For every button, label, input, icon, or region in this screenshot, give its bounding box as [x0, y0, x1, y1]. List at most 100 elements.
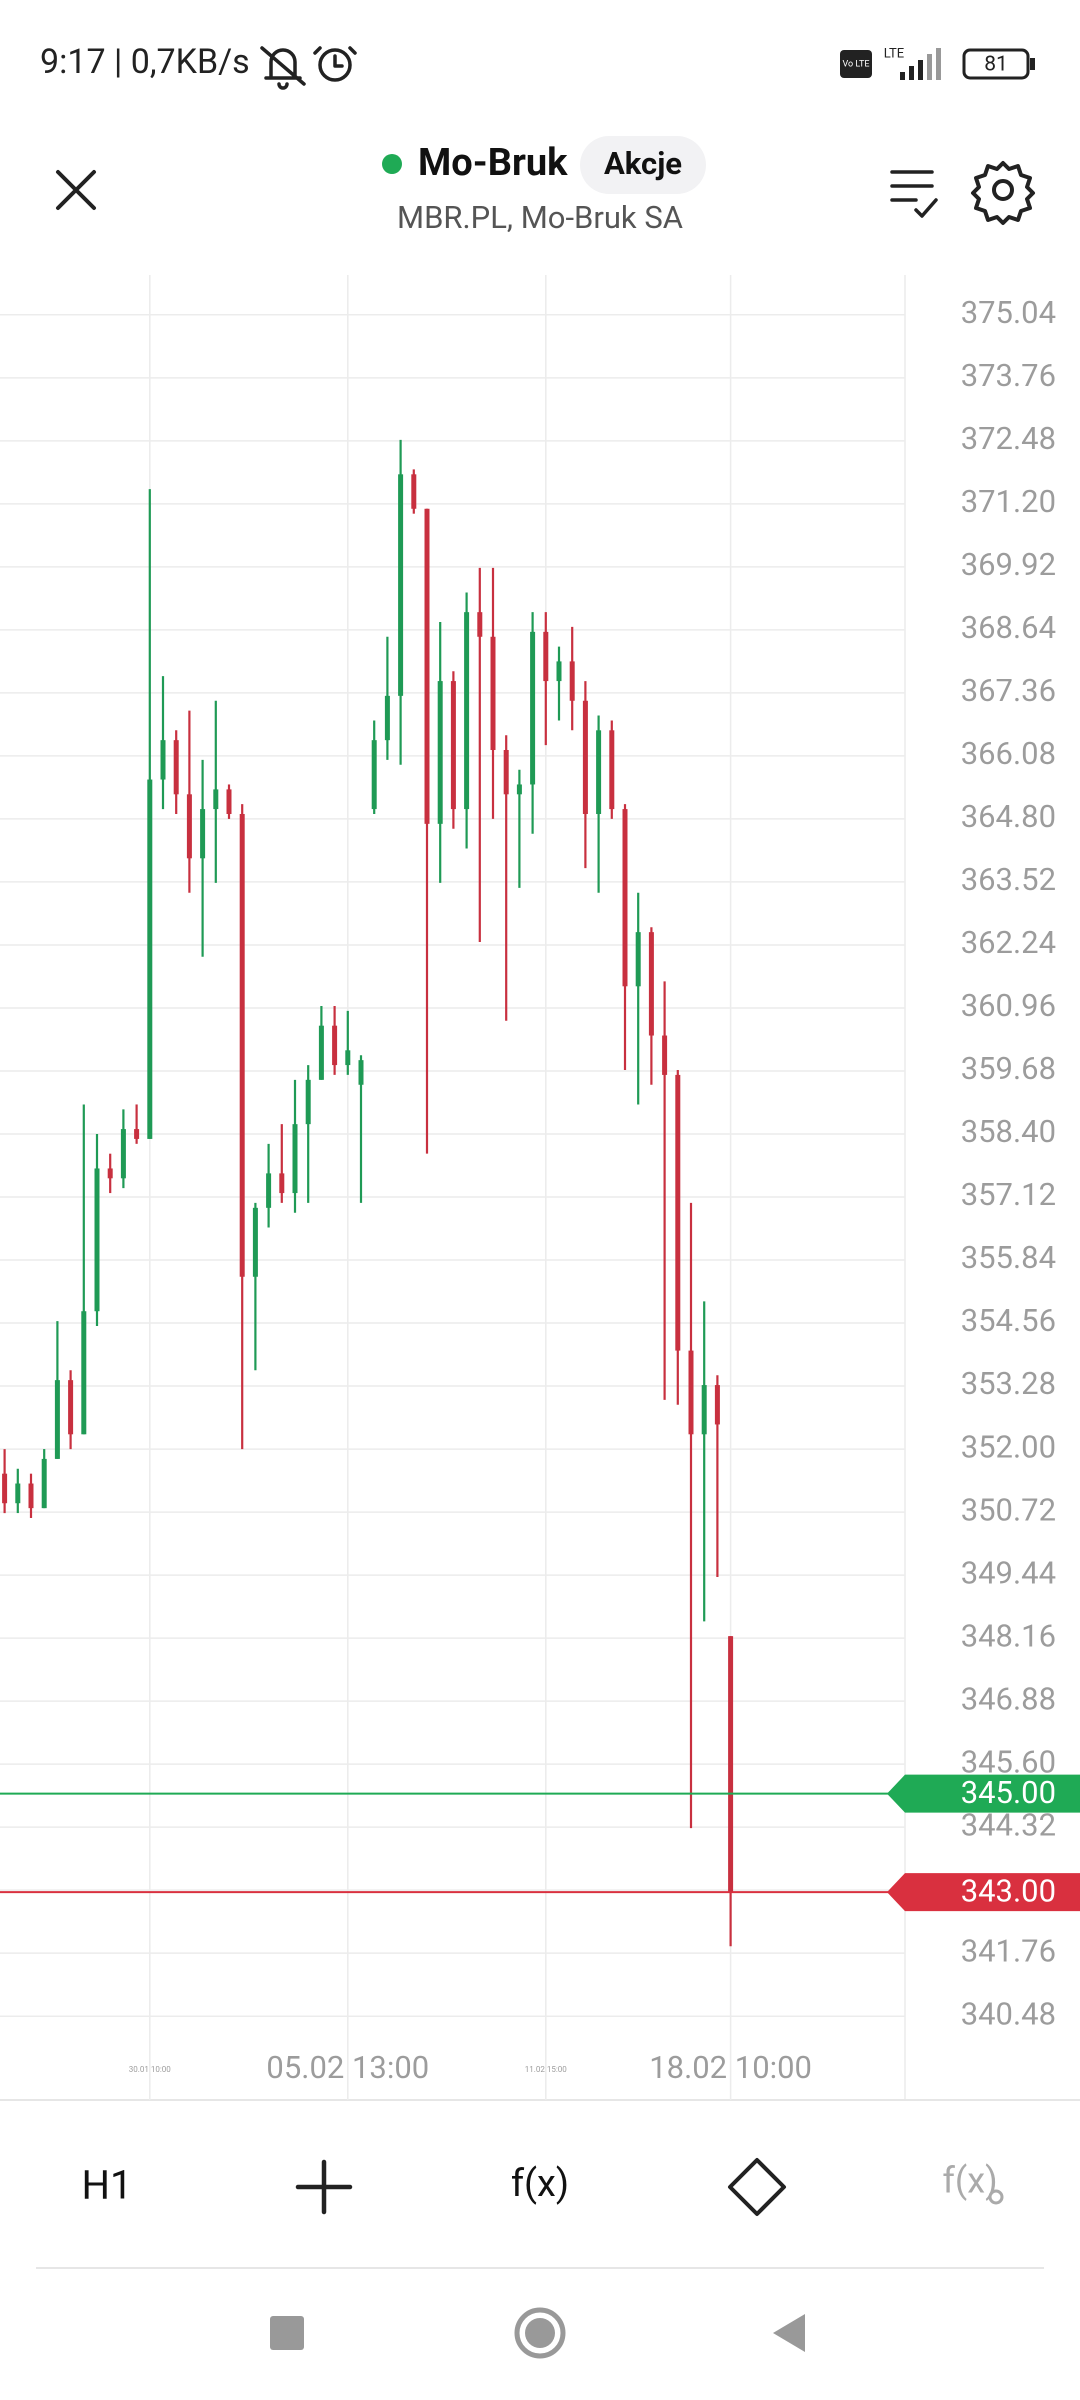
candle-body	[81, 1311, 87, 1435]
candle-body	[477, 612, 483, 637]
candle-body	[543, 631, 549, 682]
battery-icon	[962, 48, 1030, 80]
nav-home-dot	[525, 2318, 555, 2348]
list-button[interactable]	[890, 170, 938, 218]
candle-body	[582, 700, 588, 814]
instrument-title[interactable]: Mo-Bruk	[418, 141, 568, 185]
candle-body	[332, 1025, 338, 1066]
candle-body	[345, 1050, 351, 1066]
x-tick-label: 05.02 13:00	[266, 2049, 429, 2086]
y-tick-label: 340.48	[961, 1995, 1056, 2032]
candle-body	[186, 794, 192, 859]
nav-home[interactable]	[514, 2307, 566, 2359]
candle-body	[398, 474, 404, 696]
candle-body	[200, 809, 206, 859]
candle-body	[358, 1060, 364, 1085]
nav-back[interactable]	[773, 2314, 805, 2352]
y-tick-label: 364.80	[961, 798, 1056, 835]
y-tick-label: 362.24	[961, 924, 1056, 961]
candle-body	[662, 1035, 668, 1075]
candle-body	[622, 809, 628, 987]
candle-body	[213, 789, 219, 810]
price-tag	[887, 1774, 1080, 1813]
drawing-button[interactable]	[728, 2158, 786, 2216]
candle-body	[107, 1168, 113, 1179]
nav-recents[interactable]	[270, 2316, 304, 2350]
price-tag	[887, 1873, 1080, 1912]
y-tick-label: 350.72	[961, 1491, 1056, 1528]
y-tick-label: 346.88	[961, 1680, 1056, 1717]
x-tick-label: 11.02 15:00	[525, 2065, 568, 2074]
badge: Akcje	[604, 145, 682, 182]
timeframe-button[interactable]: H1	[81, 2162, 132, 2209]
mute-icon	[260, 46, 306, 90]
y-tick-label: 363.52	[961, 861, 1056, 898]
subtitle: MBR.PL, Mo-Bruk SA	[397, 199, 683, 236]
settings-button[interactable]	[971, 161, 1035, 225]
y-tick-label: 358.40	[961, 1113, 1056, 1150]
candle-body	[173, 740, 179, 795]
candle-body	[596, 730, 602, 814]
candle-body	[160, 740, 166, 780]
y-tick-label: 345.60	[961, 1743, 1056, 1780]
candle-body	[120, 1129, 126, 1179]
candle-body	[437, 681, 443, 824]
candle-body	[530, 631, 536, 785]
candle-body	[54, 1380, 60, 1459]
candle-body	[516, 784, 522, 795]
candle-body	[688, 1350, 694, 1435]
candles	[2, 439, 734, 1947]
indicator-settings-button[interactable]: f(x)	[942, 2160, 997, 2202]
y-tick-label: 348.16	[961, 1617, 1056, 1654]
candle-body	[318, 1025, 324, 1080]
candle-body	[226, 789, 232, 814]
candle-body	[305, 1079, 311, 1125]
y-tick-label: 366.08	[961, 735, 1056, 772]
signal-icon	[900, 48, 941, 80]
volte-label: Vo LTE	[842, 59, 869, 69]
candle-body	[252, 1207, 258, 1277]
settings-cog	[988, 2189, 1004, 2205]
badge-bg	[580, 136, 706, 194]
candle-body	[424, 508, 430, 824]
status-dot	[382, 154, 402, 174]
candle-body	[279, 1173, 285, 1194]
candle-body	[556, 661, 562, 682]
candle-body	[569, 661, 575, 701]
x-tick-label: 30.01 10:00	[129, 2065, 172, 2074]
candle-body	[701, 1385, 707, 1435]
candle-body	[68, 1380, 74, 1435]
y-tick-label: 355.84	[961, 1239, 1056, 1276]
y-tick-label: 352.00	[961, 1428, 1056, 1465]
x-tick-label: 18.02 10:00	[649, 2049, 812, 2086]
crosshair-button[interactable]	[295, 2159, 353, 2215]
y-tick-label: 369.92	[961, 546, 1056, 583]
candle-body	[464, 612, 470, 810]
close-button[interactable]	[56, 170, 96, 210]
grid	[0, 275, 905, 2100]
y-tick-label: 360.96	[961, 987, 1056, 1024]
indicators-button[interactable]: f(x)	[511, 2162, 569, 2206]
candle-body	[15, 1483, 21, 1504]
volte-icon	[840, 50, 872, 78]
candle-body	[266, 1173, 272, 1208]
y-tick-label: 354.56	[961, 1302, 1056, 1339]
price-lines: 375.04 373.76 372.48 371.20 369.92 368.64 367.…	[0, 294, 1080, 2086]
candle-body	[635, 932, 641, 987]
candle-body	[147, 779, 153, 1139]
battery-level: 81	[984, 53, 1008, 77]
y-tick-label: 357.12	[961, 1176, 1056, 1213]
candle-body	[371, 740, 377, 810]
y-tick-label: 341.76	[961, 1932, 1056, 1969]
y-tick-label: 368.64	[961, 609, 1056, 646]
candle-body	[714, 1385, 720, 1425]
y-tick-label: 375.04	[961, 294, 1056, 331]
y-tick-label: 349.44	[961, 1554, 1056, 1591]
candle-body	[41, 1458, 47, 1509]
candle-body	[675, 1074, 681, 1351]
candle-body	[28, 1483, 34, 1509]
y-tick-label: 353.28	[961, 1365, 1056, 1402]
candle-body	[94, 1168, 100, 1312]
candle-body	[384, 695, 390, 741]
